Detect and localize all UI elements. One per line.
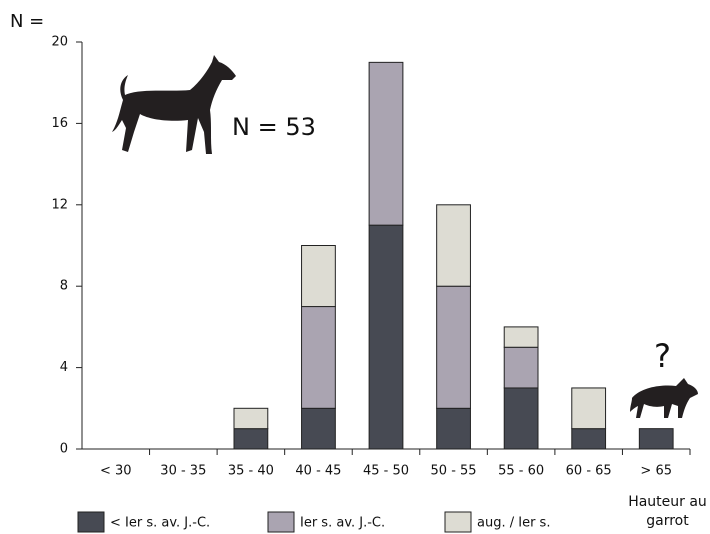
x-tick-label: 30 - 35 bbox=[160, 464, 206, 479]
y-tick-label: 8 bbox=[60, 279, 68, 294]
legend-label: aug. / Ier s. bbox=[477, 516, 550, 531]
x-tick-label: 35 - 40 bbox=[228, 464, 274, 479]
bar-segment bbox=[503, 346, 539, 389]
bar-segment bbox=[503, 387, 539, 450]
legend-swatch bbox=[444, 511, 472, 533]
bar-segment bbox=[233, 428, 269, 450]
x-tick-label: 50 - 55 bbox=[431, 464, 477, 479]
bar-segment bbox=[436, 407, 471, 450]
bar-segment bbox=[368, 224, 404, 450]
annotation: ? bbox=[654, 337, 671, 375]
x-axis-label: Hauteur au garrot bbox=[628, 494, 707, 529]
x-tick-label: < 30 bbox=[100, 464, 132, 479]
y-tick-label: 16 bbox=[51, 116, 68, 131]
y-tick-label: 4 bbox=[60, 360, 68, 375]
bar-segment bbox=[638, 428, 674, 450]
x-tick-label: 40 - 45 bbox=[295, 464, 341, 479]
x-tick-label: 55 - 60 bbox=[498, 464, 544, 479]
bar-segment bbox=[301, 245, 336, 308]
y-tick-label: 0 bbox=[60, 442, 68, 457]
dog-silhouette bbox=[112, 55, 236, 154]
x-tick-label: 60 - 65 bbox=[566, 464, 612, 479]
bar-segment bbox=[571, 428, 607, 450]
bar-segment bbox=[436, 285, 471, 409]
bar-segment bbox=[301, 407, 336, 450]
annotation: N = 53 bbox=[232, 113, 316, 141]
x-tick-label: 45 - 50 bbox=[363, 464, 409, 479]
legend-label: Ier s. av. J.-C. bbox=[300, 516, 385, 531]
bar-segment bbox=[436, 204, 471, 287]
bar-segment bbox=[233, 407, 269, 430]
legend-label: < Ier s. av. J.-C. bbox=[110, 516, 210, 531]
bar-segment bbox=[503, 326, 539, 348]
legend-swatch bbox=[267, 511, 295, 533]
wolf-silhouette bbox=[630, 378, 698, 418]
y-axis-label: N = bbox=[10, 11, 44, 32]
y-tick-label: 12 bbox=[51, 197, 68, 212]
y-tick-label: 20 bbox=[51, 35, 68, 50]
legend-swatch bbox=[77, 511, 105, 533]
bar-segment bbox=[368, 61, 404, 226]
bar-segment bbox=[301, 306, 336, 409]
bar-segment bbox=[571, 387, 607, 430]
x-tick-label: > 65 bbox=[640, 464, 672, 479]
